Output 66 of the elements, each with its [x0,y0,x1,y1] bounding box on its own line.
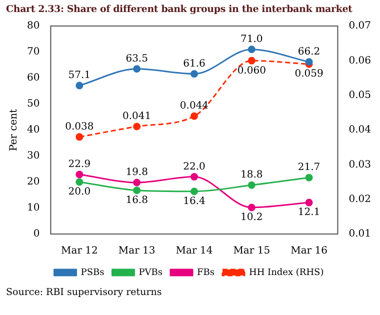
y-tick-label: 40 [26,124,40,136]
point [133,178,141,186]
data-label: 22.0 [183,161,206,172]
data-label: 66.2 [298,46,320,58]
source-note: Source: RBI supervisory returns [5,287,163,298]
point [76,178,84,186]
data-label: 16.4 [183,196,206,207]
point [76,82,84,90]
data-label: 63.5 [126,53,148,64]
x-tick-label: Mar 15 [233,246,270,257]
point [76,170,84,178]
point [133,65,141,73]
y-tick-label: 30 [26,150,40,162]
y-tick-label: 10 [26,202,40,214]
data-label: 19.8 [126,167,148,178]
y-tick-label: 70 [26,46,40,58]
chart-title: Chart 2.33: Share of different bank groups in the interbank market [5,3,354,17]
y-tick-label: 20 [26,176,40,188]
data-label: 0.041 [122,111,152,122]
data-label: 20.0 [68,186,91,198]
legend-label: PVBs [138,268,163,278]
y-tick-label: 80 [26,20,40,32]
point [305,174,313,182]
data-label: 22.9 [68,159,91,170]
data-label: 61.6 [183,58,206,70]
y-axis-title: Per cent [8,108,20,152]
point [248,46,256,54]
y2-tick-label: 0.07 [348,20,371,32]
x-tick-label: Mar 12 [60,246,98,257]
legend-label: PSBs [80,268,105,278]
point [248,204,256,212]
data-label: 57.1 [68,70,91,82]
y-tick-label: 60 [26,72,40,84]
data-label: 0.044 [180,100,209,112]
y2-tick-label: 0.01 [348,228,371,240]
point [248,56,256,64]
y2-tick-label: 0.03 [348,159,371,170]
point [190,188,198,196]
y-tick-label: 0 [33,228,40,240]
data-label: 0.038 [65,122,94,133]
x-tick-label: Mar 16 [290,246,328,257]
point [305,198,313,206]
data-label: 21.7 [298,162,320,174]
data-label: 71.0 [240,34,263,45]
point [248,181,256,189]
x-tick-label: Mar 13 [118,246,156,257]
data-label: 16.8 [126,194,148,206]
point [190,173,198,181]
y2-tick-label: 0.04 [348,124,371,136]
y2-tick-label: 0.05 [348,90,371,101]
point [190,112,198,120]
data-label: 18.8 [240,170,263,181]
y2-tick-label: 0.06 [348,55,371,66]
point [133,122,141,130]
data-label: 12.1 [298,207,320,218]
y-tick-label: 50 [26,98,40,110]
x-tick-label: Mar 14 [176,246,213,257]
data-label: 0.059 [294,68,324,80]
point [76,133,84,141]
legend-label: FBs [197,268,215,278]
point [133,186,141,194]
point [190,70,198,78]
y2-tick-label: 0.02 [348,194,371,205]
data-label: 10.2 [240,212,263,224]
legend-label: HH Index (RHS) [248,268,324,278]
data-label: 0.060 [237,65,266,76]
